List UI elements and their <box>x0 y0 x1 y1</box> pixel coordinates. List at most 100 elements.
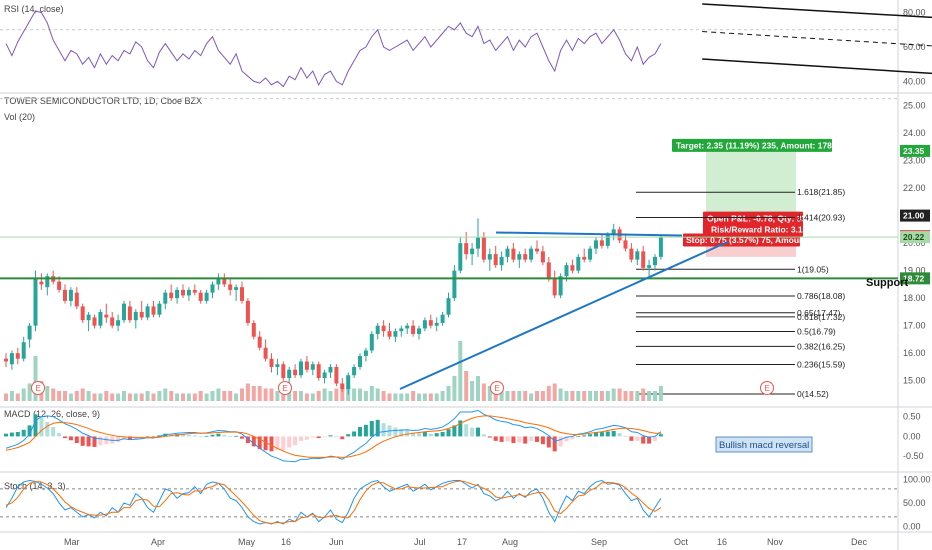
volume-bar <box>204 393 209 401</box>
resistance-line <box>495 231 683 237</box>
macd-histogram-bar <box>240 436 244 439</box>
macd-histogram-bar <box>322 436 327 438</box>
candle-body <box>169 292 174 299</box>
volume-bar <box>275 391 280 401</box>
volume-bar <box>293 391 298 401</box>
macd-histogram-bar <box>234 435 239 437</box>
candle-body <box>151 306 156 315</box>
macd-histogram-bar <box>358 427 362 437</box>
candle-body <box>86 314 91 321</box>
volume-bar <box>198 391 203 401</box>
candle-body <box>458 243 463 271</box>
macd-histogram-bar <box>428 433 433 437</box>
volume-bar <box>133 393 138 401</box>
volume-bar <box>375 388 380 401</box>
volume-bars <box>4 341 663 401</box>
macd-histogram-bar <box>251 436 256 447</box>
volume-bar <box>617 388 622 401</box>
candle-body <box>405 325 410 329</box>
macd-annotation: Bullish macd reversal <box>719 440 809 451</box>
volume-bar <box>222 391 227 401</box>
volume-bar <box>558 388 563 401</box>
time-axis[interactable]: Mar Apr May 16 Jun Jul 17 Aug Sep Oct 16 Nov Dec <box>64 537 868 547</box>
candle-body <box>352 366 357 376</box>
time-tick-label: Apr <box>151 537 165 547</box>
candle-body <box>505 248 510 257</box>
macd-histogram-bar <box>92 436 97 447</box>
macd-tick-label: 0.00 <box>903 431 921 441</box>
price-tick-label: 20.00 <box>903 238 926 248</box>
macd-histogram-bar <box>346 434 351 437</box>
candle-body <box>322 372 327 378</box>
macd-histogram-bar <box>405 430 410 437</box>
macd-histogram-bar <box>281 436 286 451</box>
macd-histogram-bar <box>304 436 309 440</box>
candle-body <box>116 320 121 326</box>
macd-histogram-bar <box>340 436 345 440</box>
candle-body <box>511 248 516 260</box>
volume-bar <box>127 393 132 401</box>
time-tick-label: Nov <box>767 537 784 547</box>
volume-bar <box>316 391 321 401</box>
volume-bar <box>352 388 357 401</box>
volume-bar <box>641 388 646 401</box>
candle-body <box>192 289 197 293</box>
candle-body <box>481 237 486 260</box>
earnings-marker-label: E <box>495 384 500 393</box>
candle-body <box>411 325 416 334</box>
price-tick-label: 24.00 <box>903 128 926 138</box>
candle-body <box>428 320 433 326</box>
volume-bar <box>658 386 663 401</box>
macd-histogram-bar <box>540 436 545 445</box>
price-tick-label: 17.00 <box>903 321 926 331</box>
volume-bar <box>529 393 534 401</box>
candle-body <box>605 234 610 246</box>
volume-bar <box>21 388 26 401</box>
price-tick-label: 25.00 <box>903 101 926 111</box>
candle-body <box>157 303 162 315</box>
fib-extension-tool[interactable]: 1.618(21.85) 1.414(20.93) 1(19.05) 0.786(18… <box>636 187 845 399</box>
candle-body <box>346 375 351 389</box>
candle-body <box>287 369 292 378</box>
volume-bar <box>216 388 221 401</box>
macd-histogram-bar <box>629 436 634 441</box>
volume-bar <box>552 383 557 401</box>
candle-body <box>57 281 62 290</box>
candle-body <box>228 284 233 290</box>
candle-body <box>393 331 398 337</box>
volume-bar <box>358 388 362 401</box>
macd-histogram-bar <box>186 434 191 437</box>
macd-histogram-bar <box>505 436 510 442</box>
earnings-marker <box>278 381 292 395</box>
earnings-marker <box>31 381 45 395</box>
macd-histogram-bar <box>334 436 339 438</box>
macd-histogram-bar <box>45 422 50 437</box>
macd-histogram-bar <box>605 431 610 437</box>
volume-bar <box>487 386 492 401</box>
volume-bar <box>422 393 427 401</box>
candle-body <box>422 320 427 329</box>
earnings-marker <box>490 381 504 395</box>
trend-lines[interactable] <box>0 231 898 390</box>
macd-histogram-bar <box>151 436 156 438</box>
macd-histogram-bar <box>446 429 451 437</box>
rsi-line <box>5 10 662 88</box>
macd-histogram-bar <box>163 433 168 437</box>
macd-title: MACD (12, 26, close, 9) <box>4 409 100 419</box>
candle-body <box>446 298 451 315</box>
macd-histogram-bar <box>39 417 44 437</box>
candle-body <box>33 278 38 326</box>
macd-pane: -0.50 0.00 0.50 Bullish macd reversal <box>4 409 924 463</box>
symbol-title: TOWER SEMICONDUCTOR LTD, 1D, Cboe BZX <box>4 96 202 106</box>
volume-bar <box>163 388 168 401</box>
macd-histogram-bar <box>422 432 427 437</box>
time-tick-label: Oct <box>674 537 689 547</box>
macd-histogram-bar <box>470 427 475 437</box>
volume-bar <box>458 341 463 401</box>
volume-bar <box>304 393 309 401</box>
candle-body <box>122 303 126 321</box>
volume-bar <box>15 393 20 401</box>
volume-bar <box>104 391 109 401</box>
